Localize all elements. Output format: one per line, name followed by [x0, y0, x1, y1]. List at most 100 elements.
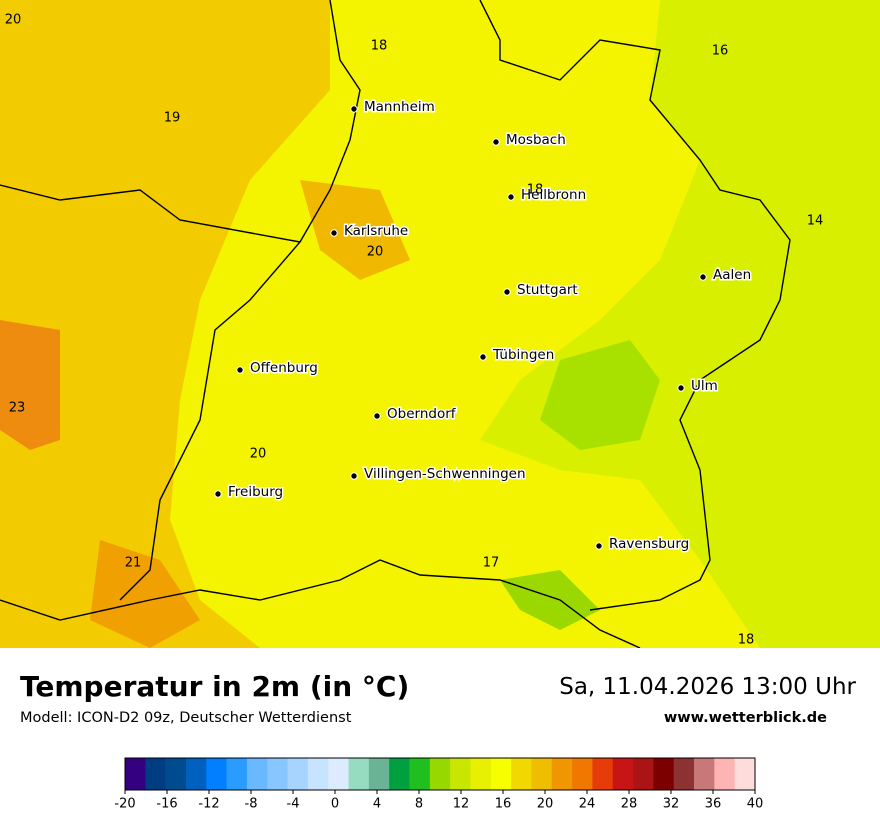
city-dot: [699, 273, 707, 281]
legend-swatch: [226, 758, 248, 790]
legend-swatch: [125, 758, 146, 790]
legend-tick-label: 4: [373, 797, 381, 812]
legend-tick-label: -12: [198, 797, 219, 812]
city-label: Oberndorf: [387, 406, 457, 422]
city-label: Stuttgart: [517, 282, 578, 298]
legend-swatch: [633, 758, 654, 790]
legend-swatch: [714, 758, 735, 790]
warm-area: [300, 180, 410, 280]
legend-tick-label: 8: [415, 797, 423, 812]
temperature-label: 17: [483, 556, 500, 571]
legend-swatch: [267, 758, 288, 790]
city-label: Offenburg: [250, 360, 318, 376]
warm-area: [0, 0, 330, 648]
legend-tick-label: 32: [663, 797, 680, 812]
temperature-label: 14: [807, 214, 824, 229]
temperature-label: 18: [527, 183, 544, 198]
legend-tick-label: 40: [747, 797, 764, 812]
temperature-label: 16: [712, 44, 729, 59]
legend-swatch: [165, 758, 187, 790]
legend-tick-label: 0: [331, 797, 339, 812]
legend-tick-label: -16: [156, 797, 177, 812]
temperature-label: 20: [367, 245, 384, 260]
legend-swatch: [368, 758, 390, 790]
legend-swatch: [734, 758, 756, 790]
legend-swatch: [246, 758, 268, 790]
color-legend: -20 -16 -12 -8 -4 0 4 8 12 16 20 24 28 32 36 40: [114, 757, 764, 812]
legend-frame: [124, 757, 756, 791]
temperature-label: 18: [738, 633, 755, 648]
legend-swatch: [409, 758, 431, 790]
legend-swatch: [531, 758, 553, 790]
legend-swatch: [145, 758, 166, 790]
city-dot: [214, 490, 222, 498]
city-label: Tübingen: [492, 347, 554, 363]
city-label: Mosbach: [506, 132, 566, 148]
city-dot: [330, 229, 338, 237]
city-dot: [503, 288, 511, 296]
legend-swatch: [328, 758, 349, 790]
legend-swatch: [572, 758, 593, 790]
temperature-label: 18: [371, 39, 388, 54]
cool-area: [540, 340, 660, 450]
legend-tick-label: 36: [705, 797, 722, 812]
legend-swatch: [653, 758, 675, 790]
city-label: Ravensburg: [609, 536, 689, 552]
legend-tick-label: -20: [114, 797, 135, 812]
subtitle: Modell: ICON-D2 09z, Deutscher Wetterdie…: [20, 710, 352, 726]
city-label: Mannheim: [364, 99, 435, 115]
border: [0, 0, 791, 648]
legend-swatch: [389, 758, 410, 790]
warm-area: [90, 540, 200, 648]
title: Temperatur in 2m (in °C): [20, 670, 410, 703]
temperature-label: 23: [9, 401, 26, 416]
legend-tick-label: 28: [621, 797, 638, 812]
legend-swatch: [592, 758, 614, 790]
cool-area: [500, 570, 600, 630]
city-dot: [350, 105, 358, 113]
city-dot: [595, 542, 603, 550]
legend-tick-label: 12: [453, 797, 470, 812]
city-label: Aalen: [713, 267, 751, 283]
legend-tick-label: -8: [245, 797, 258, 812]
legend-tick-label: -4: [287, 797, 300, 812]
temperature-label: 21: [125, 556, 142, 571]
temperature-label: 20: [5, 13, 22, 28]
city-label: Villingen-Schwenningen: [364, 466, 526, 482]
legend-swatch: [185, 758, 207, 790]
legend-swatch: [490, 758, 512, 790]
legend-swatch: [450, 758, 471, 790]
cool-area: [480, 0, 880, 648]
warm-area: [0, 320, 60, 450]
city-label: Ulm: [691, 378, 718, 394]
legend-swatch: [470, 758, 492, 790]
city-dot: [350, 472, 358, 480]
website: www.wetterblick.de: [663, 710, 827, 726]
legend-tick-label: 24: [579, 797, 596, 812]
temperature-label: 20: [250, 447, 267, 462]
city-dot: [677, 384, 685, 392]
city-dot: [479, 353, 487, 361]
legend-tick-label: 16: [495, 797, 512, 812]
legend-swatch: [287, 758, 309, 790]
legend-swatch: [694, 758, 715, 790]
city-dot: [507, 193, 515, 201]
city-label: Freiburg: [228, 484, 283, 500]
legend-tick-label: 20: [537, 797, 554, 812]
legend-swatch: [612, 758, 634, 790]
legend-swatch: [551, 758, 573, 790]
legend-swatch: [206, 758, 227, 790]
date: Sa, 11.04.2026 13:00 Uhr: [559, 674, 856, 700]
map: Mannheim Mosbach Heilbronn Karlsruhe Stuttga…: [0, 0, 880, 648]
city-dot: [373, 412, 381, 420]
temperature-label: 19: [164, 111, 181, 126]
legend-swatch: [348, 758, 370, 790]
legend-swatch: [673, 758, 695, 790]
city-dot: [492, 138, 500, 146]
legend-swatch: [511, 758, 532, 790]
legend-swatch: [429, 758, 451, 790]
legend-swatch: [307, 758, 329, 790]
city-label: Karlsruhe: [344, 223, 408, 239]
city-label: Heilbronn: [521, 187, 586, 203]
